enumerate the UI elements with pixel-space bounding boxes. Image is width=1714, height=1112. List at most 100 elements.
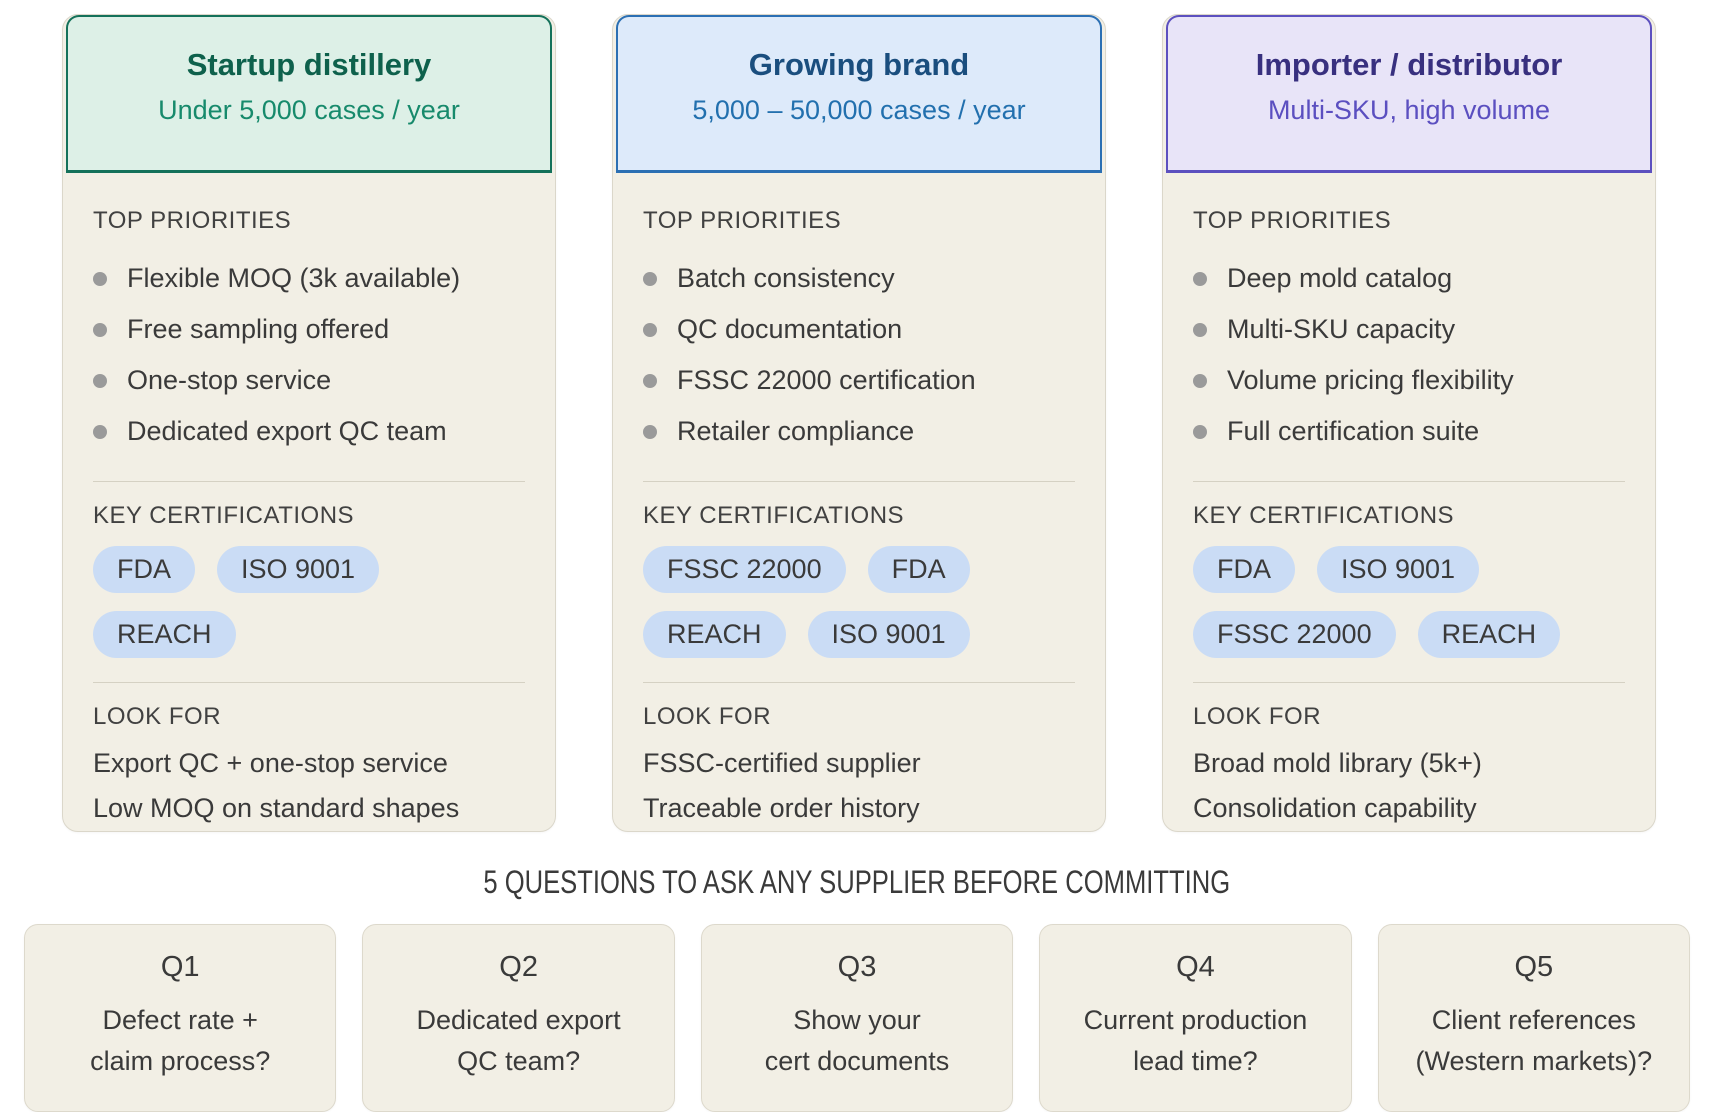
question-text: Show your cert documents xyxy=(710,1000,1004,1081)
bullet-icon xyxy=(1193,322,1207,337)
certification-badge: FSSC 22000 xyxy=(643,546,846,593)
bullet-icon xyxy=(643,271,657,286)
question-number: Q5 xyxy=(1514,951,1554,983)
divider xyxy=(1193,682,1625,683)
question-card: Q1 Defect rate + claim process? xyxy=(24,924,337,1112)
look-for-lines: FSSC-certified supplier Traceable order h… xyxy=(643,743,1075,828)
look-for-label: LOOK FOR xyxy=(1193,703,1322,730)
certifications-label: KEY CERTIFICATIONS xyxy=(1193,502,1455,529)
question-text: Client references (Western markets)? xyxy=(1387,1000,1681,1081)
look-for-label: LOOK FOR xyxy=(643,703,772,730)
persona-title: Importer / distributor xyxy=(1255,47,1563,82)
look-for-text: Consolidation capability xyxy=(1193,792,1477,823)
divider xyxy=(93,481,525,482)
question-text: Current production lead time? xyxy=(1048,1000,1342,1081)
questions-heading-text: 5 QUESTIONS TO ASK ANY SUPPLIER BEFORE C… xyxy=(483,864,1231,900)
bullet-icon xyxy=(643,424,657,439)
bullet-icon xyxy=(1193,373,1207,388)
priority-text: Deep mold catalog xyxy=(1227,263,1453,293)
persona-subtitle: Under 5,000 cases / year xyxy=(158,95,460,125)
look-for-text: Low MOQ on standard shapes xyxy=(93,792,460,823)
persona-header: Growing brand 5,000 – 50,000 cases / yea… xyxy=(616,15,1102,173)
certification-pills: FSSC 22000 FDA REACH ISO 9001 xyxy=(643,546,1075,658)
bullet-icon xyxy=(93,424,107,439)
question-line: Client references xyxy=(1431,1005,1636,1035)
divider xyxy=(643,481,1075,482)
question-number: Q2 xyxy=(499,951,538,983)
persona-card: Startup distillery Under 5,000 cases / y… xyxy=(62,14,556,832)
question-card: Q3 Show your cert documents xyxy=(700,924,1014,1112)
persona-header: Importer / distributor Multi-SKU, high v… xyxy=(1166,15,1652,173)
question-line: lead time? xyxy=(1133,1045,1258,1076)
certification-pills: FDA ISO 9001 FSSC 22000 REACH xyxy=(1193,546,1625,658)
persona-card: Growing brand 5,000 – 50,000 cases / yea… xyxy=(612,14,1106,832)
question-number: Q1 xyxy=(160,951,200,983)
priority-item: FSSC 22000 certification xyxy=(643,355,1075,406)
question-text: Dedicated export QC team? xyxy=(371,1000,665,1081)
priority-text: Full certification suite xyxy=(1227,416,1480,446)
certification-badge: REACH xyxy=(1417,611,1561,658)
persona-body: TOP PRIORITIES Deep mold catalog Multi-SK… xyxy=(1163,173,1655,828)
divider xyxy=(1193,481,1625,482)
priority-item: Retailer compliance xyxy=(643,406,1075,457)
question-number: Q3 xyxy=(837,951,877,983)
look-for-text: Traceable order history xyxy=(643,792,920,823)
look-for-label: LOOK FOR xyxy=(93,703,222,730)
look-for-lines: Broad mold library (5k+) Consolidation ca… xyxy=(1193,743,1625,828)
priority-text: Retailer compliance xyxy=(677,416,915,446)
certification-badge: FSSC 22000 xyxy=(1193,611,1396,658)
priority-text: FSSC 22000 certification xyxy=(677,365,976,395)
bullet-icon xyxy=(93,322,107,337)
certification-badge: FDA xyxy=(1193,546,1295,593)
certification-badge: REACH xyxy=(93,611,236,658)
priority-item: Full certification suite xyxy=(1193,406,1625,457)
priority-text: Dedicated export QC team xyxy=(127,416,447,446)
priority-text: One-stop service xyxy=(127,365,332,395)
look-for-text: FSSC-certified supplier xyxy=(643,748,921,778)
priority-item: Dedicated export QC team xyxy=(93,406,525,457)
question-line: Defect rate + xyxy=(102,1005,258,1035)
question-card: Q4 Current production lead time? xyxy=(1039,924,1352,1112)
persona-header: Startup distillery Under 5,000 cases / y… xyxy=(66,15,552,173)
persona-card-row: Startup distillery Under 5,000 cases / y… xyxy=(62,14,1656,832)
priority-text: Multi-SKU capacity xyxy=(1227,314,1456,344)
priority-text: Free sampling offered xyxy=(127,314,390,344)
priority-item: Deep mold catalog xyxy=(1193,253,1625,304)
certifications-label: KEY CERTIFICATIONS xyxy=(643,502,905,529)
priorities-list: Flexible MOQ (3k available) Free sampling… xyxy=(93,253,525,457)
persona-card: Importer / distributor Multi-SKU, high v… xyxy=(1162,14,1656,832)
question-line: QC team? xyxy=(457,1045,581,1076)
priority-item: Free sampling offered xyxy=(93,304,525,355)
divider xyxy=(643,682,1075,683)
questions-heading: 5 QUESTIONS TO ASK ANY SUPPLIER BEFORE C… xyxy=(0,864,1714,904)
priority-item: Multi-SKU capacity xyxy=(1193,304,1625,355)
question-card-row: Q1 Defect rate + claim process? Q2 Dedica… xyxy=(0,924,1714,1112)
look-for-lines: Export QC + one-stop service Low MOQ on s… xyxy=(93,743,525,828)
certification-badge: FDA xyxy=(867,546,970,593)
look-for-text: Broad mold library (5k+) xyxy=(1193,748,1482,778)
priority-item: One-stop service xyxy=(93,355,525,406)
question-card: Q2 Dedicated export QC team? xyxy=(362,924,675,1112)
priority-item: QC documentation xyxy=(643,304,1075,355)
certification-badge: ISO 9001 xyxy=(807,611,970,658)
certification-badge: FDA xyxy=(93,546,195,593)
persona-title: Startup distillery xyxy=(186,47,432,82)
persona-body: TOP PRIORITIES Flexible MOQ (3k availabl… xyxy=(63,173,555,828)
priorities-label: TOP PRIORITIES xyxy=(93,207,292,234)
bullet-icon xyxy=(93,373,107,388)
question-text: Defect rate + claim process? xyxy=(33,1000,327,1081)
question-line: Dedicated export xyxy=(416,1005,621,1035)
question-line: Show your xyxy=(793,1005,921,1035)
bullet-icon xyxy=(1193,271,1207,286)
certification-pills: FDA ISO 9001 REACH xyxy=(93,546,525,658)
look-for-text: Export QC + one-stop service xyxy=(93,748,448,778)
bullet-icon xyxy=(93,271,107,286)
persona-body: TOP PRIORITIES Batch consistency QC docum… xyxy=(613,173,1105,828)
question-card: Q5 Client references (Western markets)? xyxy=(1377,924,1691,1112)
question-number: Q4 xyxy=(1176,951,1215,983)
priorities-list: Deep mold catalog Multi-SKU capacity Volum… xyxy=(1193,253,1625,457)
question-line: cert documents xyxy=(764,1045,950,1076)
persona-title: Growing brand xyxy=(748,47,970,82)
certification-badge: REACH xyxy=(643,611,786,658)
